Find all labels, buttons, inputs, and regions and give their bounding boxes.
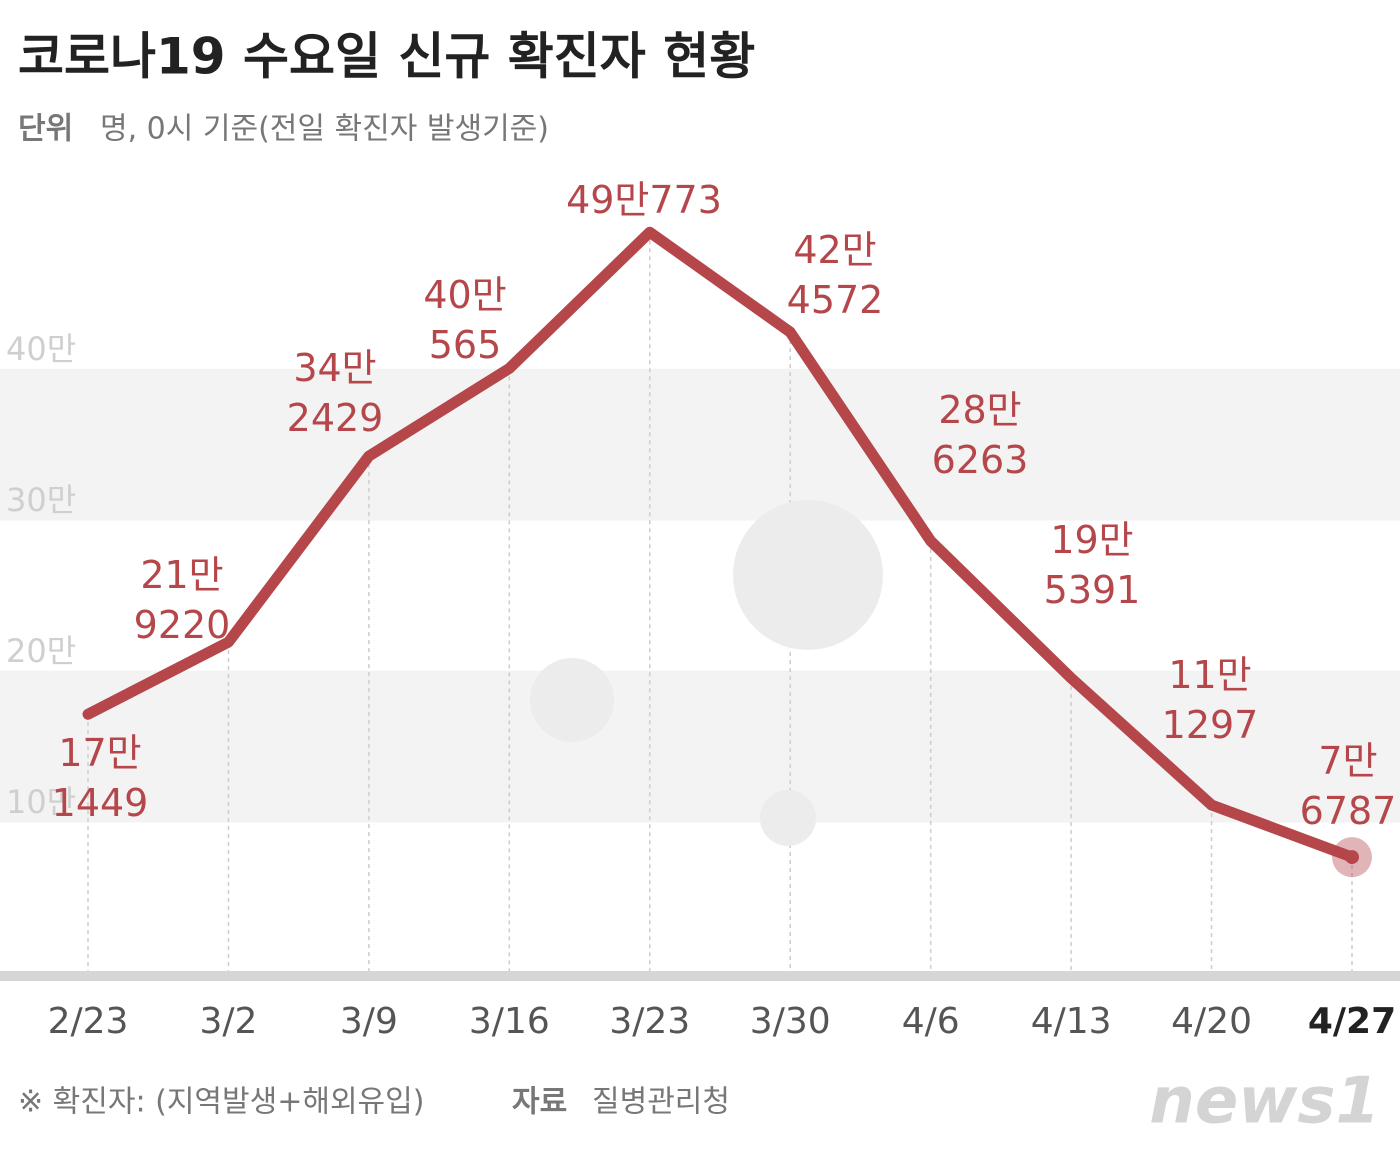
x-tick-label: 3/23 bbox=[609, 1001, 690, 1042]
source: 질병관리청 bbox=[592, 1085, 730, 1120]
virus-icon bbox=[760, 790, 816, 846]
x-tick-label: 3/9 bbox=[340, 1001, 398, 1042]
x-tick-label: 4/13 bbox=[1031, 1001, 1112, 1042]
value-label: 17만 1449 bbox=[51, 731, 149, 825]
subtitle: 명, 0시 기준(전일 확진자 발생기준) bbox=[100, 112, 549, 147]
x-tick-label: 3/16 bbox=[469, 1001, 550, 1042]
value-label: 11만 1297 bbox=[1161, 653, 1259, 747]
x-tick-label: 3/30 bbox=[750, 1001, 831, 1042]
data-line bbox=[82, 226, 1358, 863]
value-label: 42만 4572 bbox=[786, 228, 884, 322]
virus-icon bbox=[530, 658, 614, 742]
note: ※ 확진자: (지역발생+해외유입) bbox=[18, 1085, 424, 1120]
grid bbox=[0, 232, 1400, 971]
grid-band bbox=[0, 671, 1400, 823]
value-label: 28만 6263 bbox=[931, 388, 1029, 482]
y-tick-label: 40만 bbox=[6, 330, 76, 368]
unit-label: 단위 bbox=[18, 112, 73, 147]
x-axis bbox=[0, 971, 1400, 981]
source-label: 자료 bbox=[512, 1085, 567, 1120]
x-tick-label: 4/20 bbox=[1171, 1001, 1252, 1042]
logo: news1 bbox=[1149, 1065, 1380, 1139]
value-label: 40만 565 bbox=[423, 273, 507, 367]
y-tick-label: 10만 bbox=[6, 783, 76, 821]
value-label: 34만 2429 bbox=[286, 346, 384, 440]
decoration bbox=[530, 500, 883, 846]
value-label: 49만773 bbox=[566, 178, 722, 222]
y-tick-label: 20만 bbox=[6, 632, 76, 670]
value-label: 21만 9220 bbox=[133, 553, 231, 647]
x-tick-label: 3/2 bbox=[199, 1001, 257, 1042]
end-point bbox=[1345, 850, 1359, 865]
x-tick-label: 4/6 bbox=[902, 1001, 960, 1042]
chart-title: 코로나19 수요일 신규 확진자 현황 bbox=[18, 28, 755, 86]
y-tick-label: 30만 bbox=[6, 481, 76, 519]
x-tick-label: 2/23 bbox=[48, 1001, 129, 1042]
grid-band bbox=[0, 369, 1400, 521]
value-label: 7만 6787 bbox=[1299, 739, 1397, 833]
x-tick-label: 4/27 bbox=[1308, 1001, 1396, 1042]
virus-icon bbox=[733, 500, 883, 650]
value-label: 19만 5391 bbox=[1043, 518, 1141, 612]
